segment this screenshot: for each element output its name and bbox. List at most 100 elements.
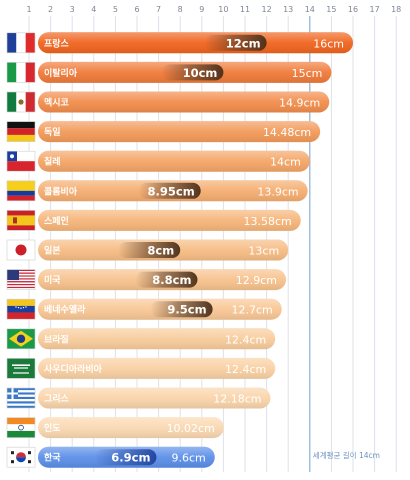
venezuela-flag-icon — [6, 298, 36, 320]
country-row: 9.5cm 베네수엘라 12.7cm — [6, 298, 282, 320]
bar-shine — [38, 357, 276, 379]
total-value-label: 16cm — [313, 37, 344, 50]
italy-flag-icon — [6, 62, 36, 83]
x-tick-label: 15 — [326, 5, 336, 14]
country-row: 브라질 12.4cm — [6, 328, 276, 350]
x-tick-label: 8 — [178, 5, 183, 14]
mexico-flag-icon — [6, 91, 36, 113]
country-row: 8.95cm 콜롬비아 13.9cm — [6, 180, 308, 202]
chile-flag-icon — [6, 150, 36, 172]
country-row: 6.9cm 한국 9.6cm — [6, 446, 215, 468]
erect-value-label: 8.95cm — [148, 184, 195, 198]
bar-shine — [38, 91, 330, 113]
x-tick-label: 12 — [262, 5, 272, 14]
country-row: 10cm 이탈리아 15cm — [6, 61, 332, 83]
country-name: 미국 — [44, 274, 61, 286]
country-name: 베네수엘라 — [44, 304, 86, 316]
country-name: 브라질 — [44, 333, 69, 345]
brazil-flag-icon — [6, 328, 36, 350]
country-name: 독일 — [44, 126, 61, 138]
bar-erect — [150, 301, 213, 318]
country-row: 8cm 일본 13cm — [6, 239, 289, 261]
korea-flag-icon — [6, 446, 36, 468]
x-tick-label: 13 — [283, 5, 293, 14]
x-tick-label: 16 — [348, 5, 358, 14]
country-name: 프랑스 — [44, 37, 70, 49]
bar-erect — [118, 242, 181, 258]
bar-erect — [94, 449, 157, 466]
erect-value-label: 6.9cm — [111, 451, 150, 465]
erect-value-label: 8cm — [147, 244, 174, 258]
country-row: 12cm 프랑스 16cm — [6, 32, 353, 54]
total-value-label: 12.4cm — [225, 363, 266, 376]
country-row: 스페인 13.58cm — [6, 209, 301, 231]
country-name: 멕시코 — [44, 97, 69, 109]
bar-erect — [138, 182, 201, 199]
total-value-label: 14.48cm — [263, 126, 311, 139]
erect-value-label: 12cm — [226, 36, 261, 50]
erect-value-label: 10cm — [183, 66, 218, 80]
country-row: 사우디아라비아 12.4cm — [6, 357, 276, 379]
saudi-flag-icon — [6, 358, 36, 379]
spain-flag-icon — [6, 210, 36, 231]
country-row: 독일 14.48cm — [6, 121, 321, 143]
bar-shine — [38, 328, 276, 350]
x-tick-label: 18 — [391, 5, 401, 14]
total-value-label: 10.02cm — [167, 422, 215, 435]
total-value-label: 13.9cm — [257, 185, 298, 198]
x-tick-label: 5 — [113, 5, 118, 14]
country-row: 8.8cm 미국 12.9cm — [6, 269, 287, 291]
total-value-label: 12.18cm — [213, 393, 261, 406]
country-name: 사우디아라비아 — [44, 363, 103, 375]
country-name: 이탈리아 — [44, 67, 78, 79]
bar-shine — [38, 150, 310, 172]
japan-flag-icon — [6, 239, 36, 261]
total-value-label: 9.6cm — [171, 452, 205, 465]
bar-shine — [38, 32, 353, 54]
x-tick-label: 3 — [70, 5, 75, 14]
usa-flag-icon — [6, 269, 36, 290]
germany-flag-icon — [6, 121, 36, 142]
bar-shine — [38, 209, 301, 231]
erect-value-label: 8.8cm — [152, 273, 191, 287]
france-flag-icon — [6, 32, 36, 54]
country-name: 한국 — [44, 452, 61, 464]
x-tick-label: 7 — [156, 5, 161, 14]
greece-flag-icon — [6, 387, 36, 409]
country-name: 그리스 — [44, 393, 70, 405]
total-value-label: 13.58cm — [243, 215, 291, 228]
bar-erect — [204, 34, 267, 51]
bar-erect — [161, 64, 224, 81]
india-flag-icon — [6, 417, 36, 438]
total-value-label: 14cm — [270, 156, 301, 169]
country-name: 인도 — [44, 423, 61, 434]
total-value-label: 12.9cm — [236, 274, 277, 287]
colombia-flag-icon — [6, 180, 36, 202]
country-row: 칠레 14cm — [6, 150, 310, 172]
erect-value-label: 9.5cm — [167, 303, 206, 317]
bar-shine — [38, 387, 271, 409]
x-tick-label: 17 — [370, 5, 380, 14]
x-tick-label: 1 — [26, 5, 31, 14]
total-value-label: 12.4cm — [225, 333, 266, 346]
bar-shine — [38, 121, 321, 143]
country-name: 스페인 — [44, 215, 69, 227]
total-value-label: 14.9cm — [279, 97, 320, 110]
country-name: 일본 — [44, 245, 61, 257]
x-tick-label: 6 — [134, 5, 139, 14]
x-tick-label: 14 — [305, 5, 315, 14]
x-tick-label: 11 — [240, 5, 250, 14]
x-tick-label: 4 — [91, 5, 96, 14]
bar-erect — [135, 271, 198, 288]
total-value-label: 12.7cm — [231, 304, 272, 317]
x-tick-label: 10 — [218, 5, 228, 14]
bar-shine — [38, 417, 224, 439]
total-value-label: 15cm — [292, 67, 323, 80]
country-row: 그리스 12.18cm — [6, 387, 271, 409]
x-tick-label: 9 — [199, 5, 204, 14]
country-row: 멕시코 14.9cm — [6, 91, 330, 113]
country-name: 콜롬비아 — [44, 185, 78, 197]
total-value-label: 13cm — [248, 245, 279, 258]
country-row: 인도 10.02cm — [6, 417, 224, 439]
